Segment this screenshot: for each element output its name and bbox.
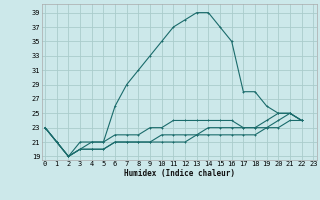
X-axis label: Humidex (Indice chaleur): Humidex (Indice chaleur) (124, 169, 235, 178)
